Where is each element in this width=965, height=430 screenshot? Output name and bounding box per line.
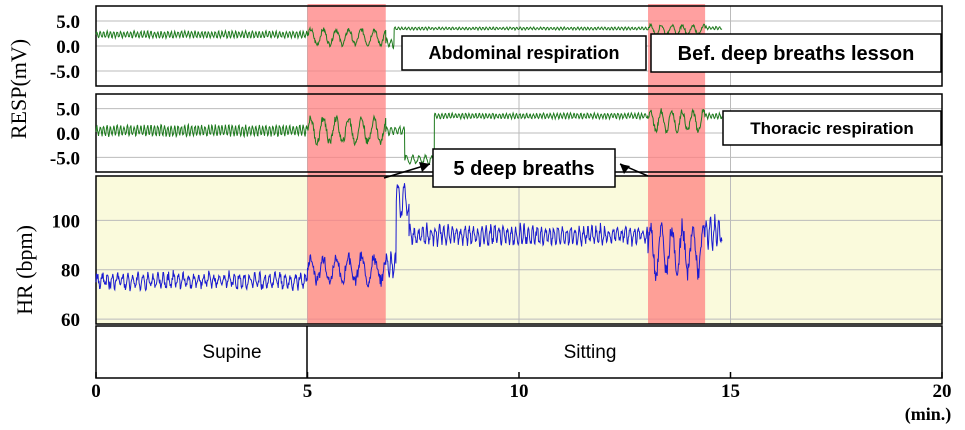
- y-tick-resp-abdominal-0.0: 0.0: [56, 37, 80, 58]
- x-tick-20: 20: [933, 381, 952, 402]
- series-line-abdominal-respiration: [95, 22, 723, 50]
- y-tick-resp-abdominal-5.0: 5.0: [56, 12, 80, 33]
- y-tick-resp-thoracic-5.0: 5.0: [56, 100, 80, 121]
- series-line-thoracic-respiration: [95, 108, 723, 165]
- posture-label-supine: Supine: [202, 342, 261, 363]
- series-line-heart-rate: [95, 183, 723, 293]
- y-tick-labels: 5.0 0.0 -5.0 5.0 0.0 -5.0 60 80 100: [50, 12, 80, 331]
- y-tick-heart-rate-80: 80: [61, 261, 80, 282]
- y-tick-heart-rate-60: 60: [61, 310, 80, 331]
- posture-band: Supine Sitting: [95, 325, 943, 379]
- resp-y-axis-label: RESP(mV): [6, 39, 31, 139]
- annotation-bef-deep-text: Bef. deep breaths lesson: [678, 43, 915, 65]
- y-tick-resp-abdominal--5.0: -5.0: [50, 62, 80, 83]
- x-tick-5: 5: [303, 381, 313, 402]
- x-axis-unit: (min.): [905, 404, 952, 425]
- y-tick-resp-thoracic--5.0: -5.0: [50, 148, 80, 169]
- hr-y-axis-label: HR (bpm): [12, 225, 37, 315]
- posture-label-sitting: Sitting: [564, 342, 617, 363]
- annotation-thoracic-text: Thoracic respiration: [750, 119, 913, 138]
- panel-frame-resp-abdominal: [95, 5, 943, 87]
- annotation-thoracic: Thoracic respiration: [722, 110, 942, 146]
- annotation-abdominal: Abdominal respiration: [401, 35, 647, 71]
- annotation-bef-deep: Bef. deep breaths lesson: [650, 33, 942, 73]
- annotation-deep-breaths: 5 deep breaths: [383, 148, 649, 188]
- x-tick-labels: 0 5 10 15 20: [91, 372, 952, 402]
- x-tick-15: 15: [721, 381, 740, 402]
- x-tick-0: 0: [91, 381, 101, 402]
- annotation-abdominal-text: Abdominal respiration: [428, 43, 619, 63]
- y-tick-heart-rate-100: 100: [52, 211, 81, 232]
- x-tick-10: 10: [510, 381, 529, 402]
- annotation-deep-breaths-text: 5 deep breaths: [453, 158, 594, 180]
- y-tick-resp-thoracic-0.0: 0.0: [56, 124, 80, 145]
